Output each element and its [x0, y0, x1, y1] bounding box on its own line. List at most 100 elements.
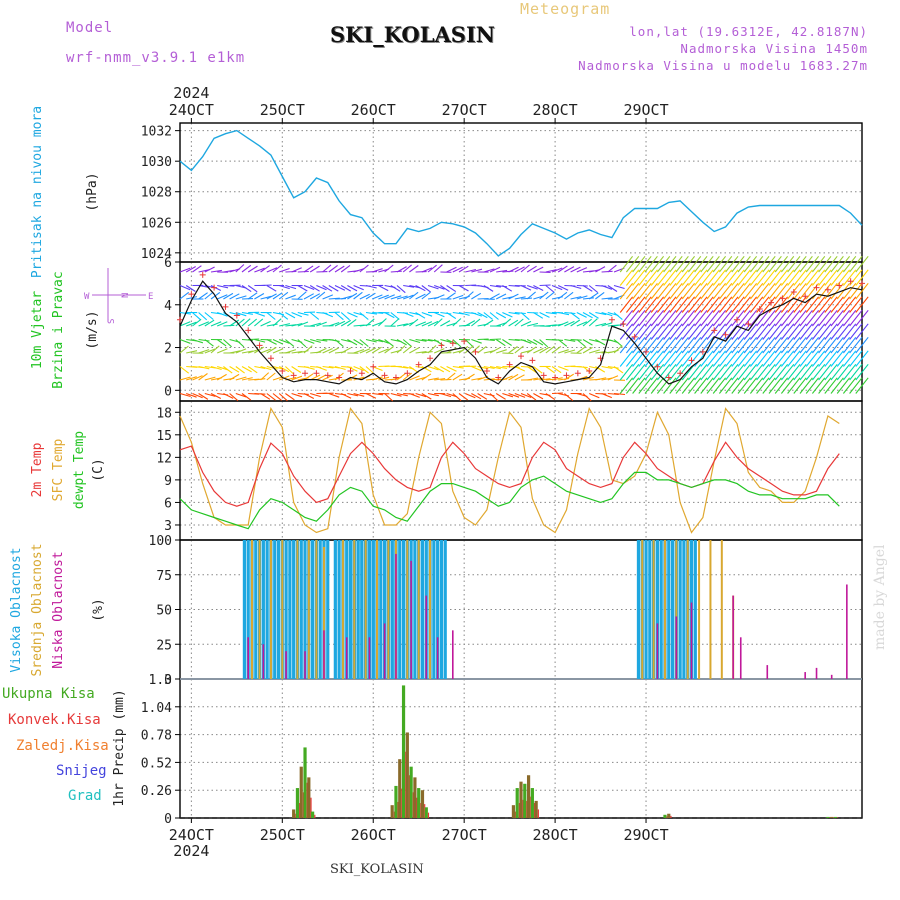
- wind-arrow: [787, 296, 801, 313]
- wind-arrow: [818, 296, 832, 313]
- wind-arrow: [316, 284, 327, 291]
- wind-arrow: [564, 266, 575, 273]
- wind-speed-line: [179, 280, 863, 385]
- wind-arrow: [737, 377, 751, 394]
- wind-gust-mark: [370, 363, 377, 370]
- low-cloud-bar: [262, 644, 265, 679]
- wind-arrow: [558, 349, 569, 354]
- wind-arrow: [260, 265, 270, 273]
- wind-arrow: [780, 309, 795, 327]
- wind-arrow: [440, 392, 452, 398]
- wind-arrow: [235, 366, 245, 374]
- wind-arrow: [291, 350, 303, 354]
- wind-arrow: [285, 312, 296, 319]
- wind-arrow: [780, 363, 795, 381]
- pressure-ytick-label-2: 1028: [141, 186, 172, 201]
- wind-arrow: [731, 309, 745, 327]
- wind-arrow: [855, 336, 869, 354]
- wind-arrow: [260, 348, 272, 354]
- wind-arrow: [836, 255, 851, 273]
- wind-gust-mark: [824, 286, 831, 293]
- wind-arrow: [340, 312, 350, 321]
- wind-arrow: [291, 375, 303, 381]
- wind-arrow: [725, 255, 739, 273]
- wind-arrow: [774, 255, 789, 273]
- wind-arrow: [279, 267, 290, 273]
- wind-arrow: [595, 392, 607, 395]
- wind-arrow: [359, 323, 371, 327]
- wind-arrow: [204, 291, 214, 300]
- wind-arrow: [706, 323, 720, 340]
- wind-arrow: [427, 264, 437, 273]
- wind-arrow: [372, 338, 384, 343]
- x-label-bottom-4: 28OCT: [533, 826, 578, 844]
- high-cloud-bar: [326, 540, 330, 679]
- wind-gust-mark: [756, 306, 763, 313]
- wind-arrow: [526, 393, 537, 401]
- wind-arrow: [303, 345, 313, 354]
- high-cloud-bar: [379, 540, 383, 679]
- wind-arrow: [179, 291, 190, 300]
- wind-arrow: [601, 311, 613, 317]
- wind-gust-mark: [495, 374, 502, 381]
- wind-arrow: [328, 264, 338, 273]
- wind-arrow: [285, 349, 297, 354]
- wind-arrow: [390, 285, 401, 292]
- wind-arrow: [811, 282, 826, 300]
- wind-arrow: [396, 372, 407, 381]
- high-cloud-bar: [401, 540, 406, 679]
- wind-arrow: [756, 309, 770, 327]
- wind-arrow: [849, 269, 863, 286]
- wind-arrow: [340, 319, 351, 327]
- precip-bar: [413, 777, 417, 818]
- wind-arrow: [855, 363, 869, 381]
- wind-arrow: [557, 265, 568, 273]
- wind-arrow: [805, 255, 820, 273]
- wind-arrow: [830, 296, 844, 313]
- high-cloud-bar: [254, 540, 258, 679]
- wind-arrow: [328, 347, 339, 354]
- wind-arrow: [582, 339, 593, 346]
- wind-arrow: [278, 312, 289, 320]
- wind-arrow: [291, 311, 303, 318]
- wind-arrows: [177, 255, 869, 402]
- wind-arrow: [718, 323, 733, 340]
- wind-arrow: [322, 285, 333, 292]
- wind-arrow: [731, 336, 745, 354]
- wind-gust-mark: [233, 312, 240, 319]
- wind-arrow: [613, 345, 623, 354]
- wind-arrow: [558, 365, 569, 371]
- wind-ytick-label-1: 2: [164, 342, 172, 357]
- wind-arrow: [396, 392, 408, 397]
- wind-arrow: [396, 323, 408, 327]
- precip-bar: [511, 805, 516, 818]
- wind-arrow: [446, 266, 457, 273]
- wind-arrow: [334, 285, 346, 291]
- pressure-ylabel: Pritisak na nivou mora: [30, 106, 45, 278]
- wind-arrow: [756, 282, 770, 300]
- wind-arrow: [254, 346, 264, 354]
- wind-arrow: [681, 296, 696, 313]
- mid-cloud-bar: [641, 540, 644, 679]
- wind-arrow: [446, 285, 457, 293]
- pressure-ytick-label-3: 1030: [141, 155, 172, 170]
- compass-w: W: [84, 292, 90, 302]
- wind-arrow: [291, 322, 303, 327]
- precip-conv-bar: [670, 815, 672, 818]
- wind-arrow: [372, 268, 383, 273]
- wind-arrow: [433, 348, 445, 354]
- wind-arrow: [694, 363, 708, 381]
- wind-arrow: [718, 363, 733, 381]
- wind-gust-mark: [563, 372, 570, 379]
- wind-arrow: [421, 285, 431, 293]
- wind-arrow: [700, 255, 714, 273]
- high-cloud-bar: [678, 540, 682, 679]
- wind-arrow: [216, 321, 228, 327]
- wind-arrow: [241, 264, 252, 273]
- wind-arrow: [254, 392, 266, 395]
- high-cloud-bar: [670, 540, 675, 679]
- wind-arrow: [824, 350, 838, 367]
- wind-arrow: [421, 267, 433, 273]
- wind-arrow: [502, 270, 514, 273]
- wind-arrow: [675, 350, 689, 367]
